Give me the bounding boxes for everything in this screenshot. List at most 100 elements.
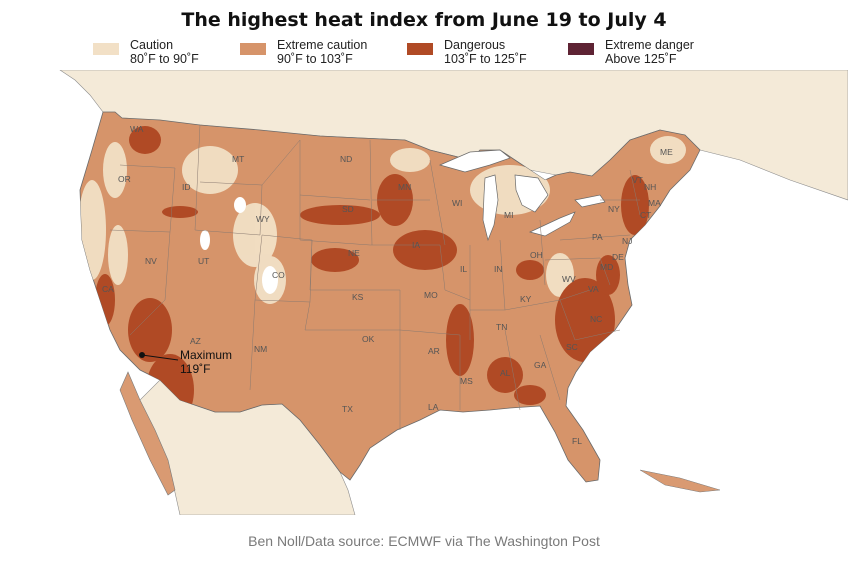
- state-labels: WA OR CA NV ID MT WY UT AZ CO NM ND SD N…: [102, 124, 673, 446]
- dangerous-zone-dakotas: [300, 205, 380, 225]
- lake-superior: [438, 149, 511, 173]
- legend-swatch-extreme-caution: [240, 43, 266, 55]
- state-label-nm: NM: [254, 344, 267, 354]
- dangerous-zone-virginia: [596, 255, 620, 295]
- state-label-co: CO: [272, 270, 285, 280]
- state-label-ut: UT: [198, 256, 209, 266]
- state-label-la: LA: [428, 402, 439, 412]
- state-label-nc: NC: [590, 314, 602, 324]
- state-label-il: IL: [460, 264, 467, 274]
- no-heat-zone-colorado: [262, 266, 278, 294]
- state-label-nh: NH: [644, 182, 656, 192]
- lake-michigan: [482, 174, 499, 242]
- state-label-ny: NY: [608, 204, 620, 214]
- dangerous-zone-washington: [129, 126, 161, 154]
- state-label-fl: FL: [572, 436, 582, 446]
- lake-huron: [514, 174, 549, 213]
- caution-zone-rockies-central: [233, 203, 277, 267]
- legend-swatch-dangerous: [407, 43, 433, 55]
- state-label-pa: PA: [592, 232, 603, 242]
- legend-range: 80˚F to 90˚F: [130, 52, 199, 66]
- state-label-ms: MS: [460, 376, 473, 386]
- state-label-ga: GA: [534, 360, 547, 370]
- state-label-nd: ND: [340, 154, 352, 164]
- caution-zone-pacific-coast: [80, 180, 106, 280]
- border-lines: [109, 124, 641, 430]
- dangerous-zones: [95, 126, 649, 468]
- state-label-az: AZ: [190, 336, 201, 346]
- state-label-wv: WV: [562, 274, 576, 284]
- dangerous-zone-nebraska: [311, 248, 359, 272]
- heat-index-map: WA OR CA NV ID MT WY UT AZ CO NM ND SD N…: [59, 70, 848, 515]
- caution-zones: [80, 136, 686, 304]
- legend-range: 103˚F to 125˚F: [444, 52, 527, 66]
- legend-item-caution: Caution 80˚F to 90˚F: [93, 38, 199, 66]
- state-label-de: DE: [612, 252, 624, 262]
- state-label-va: VA: [588, 284, 599, 294]
- legend-label: Dangerous: [444, 38, 506, 52]
- state-label-ok: OK: [362, 334, 375, 344]
- great-lakes: [438, 149, 606, 242]
- state-label-ar: AR: [428, 346, 440, 356]
- dangerous-zone-desert-southwest: [128, 298, 172, 362]
- annotation-leader-line: [141, 354, 179, 361]
- heat-zones: [80, 126, 686, 468]
- legend-range: Above 125˚F: [605, 52, 677, 66]
- legend-label: Caution: [130, 38, 174, 52]
- caution-zone-maine: [650, 136, 686, 164]
- state-label-mi: MI: [504, 210, 513, 220]
- source-credit: Ben Noll/Data source: ECMWF via The Wash…: [248, 533, 600, 549]
- dangerous-zone-northeast: [621, 175, 649, 235]
- dangerous-zone-iowa: [393, 230, 457, 270]
- dangerous-zone-alabama: [487, 357, 523, 393]
- caution-zone-appalachian: [546, 253, 574, 297]
- state-label-sd: SD: [342, 204, 354, 214]
- state-borders: [109, 124, 641, 430]
- legend-label: Extreme danger: [605, 38, 694, 52]
- legend-swatch-extreme-danger: [568, 43, 594, 55]
- state-label-md: MD: [600, 262, 613, 272]
- legend-item-extreme-danger: Extreme danger Above 125˚F: [568, 38, 694, 66]
- state-label-ma: MA: [648, 198, 661, 208]
- cuba-island: [639, 469, 721, 493]
- state-label-sc: SC: [566, 342, 578, 352]
- maximum-annotation: Maximum 119˚F: [139, 348, 232, 376]
- dangerous-zone-central-valley: [95, 274, 115, 326]
- state-label-id: ID: [182, 182, 191, 192]
- caution-zone-northwoods: [390, 148, 430, 172]
- legend-item-dangerous: Dangerous 103˚F to 125˚F: [407, 38, 527, 66]
- state-label-ca: CA: [102, 284, 114, 294]
- lake-ontario: [574, 194, 606, 208]
- state-label-wa: WA: [130, 124, 144, 134]
- state-label-nv: NV: [145, 256, 157, 266]
- state-label-wy: WY: [256, 214, 270, 224]
- dangerous-zone-ohio-valley: [516, 260, 544, 280]
- state-label-tn: TN: [496, 322, 507, 332]
- state-label-ia: IA: [412, 240, 420, 250]
- caution-zone-rockies-north: [182, 146, 238, 194]
- state-label-in: IN: [494, 264, 503, 274]
- state-label-mo: MO: [424, 290, 438, 300]
- no-heat-zone-utah: [200, 230, 210, 250]
- legend: Caution 80˚F to 90˚F Extreme caution 90˚F …: [0, 38, 848, 70]
- state-label-ky: KY: [520, 294, 532, 304]
- state-label-ct: CT: [640, 210, 651, 220]
- state-label-me: ME: [660, 147, 673, 157]
- surrounding-land: [59, 70, 848, 515]
- state-label-nj: NJ: [622, 236, 632, 246]
- state-label-or: OR: [118, 174, 131, 184]
- legend-label: Extreme caution: [277, 38, 368, 52]
- annotation-label: Maximum: [180, 348, 232, 362]
- dangerous-zone-carolinas: [555, 278, 615, 362]
- state-label-ks: KS: [352, 292, 364, 302]
- state-label-wi: WI: [452, 198, 462, 208]
- dangerous-zone-gulf-coast: [514, 385, 546, 405]
- annotation-value: 119˚F: [180, 362, 210, 376]
- no-heat-zone-wyoming: [234, 197, 246, 213]
- legend-swatch-caution: [93, 43, 119, 55]
- chart-title: The highest heat index from June 19 to J…: [181, 9, 667, 31]
- legend-item-extreme-caution: Extreme caution 90˚F to 103˚F: [240, 38, 367, 66]
- state-label-al: AL: [500, 368, 511, 378]
- state-label-vt: VT: [632, 175, 643, 185]
- caution-zone-cascades: [103, 142, 127, 198]
